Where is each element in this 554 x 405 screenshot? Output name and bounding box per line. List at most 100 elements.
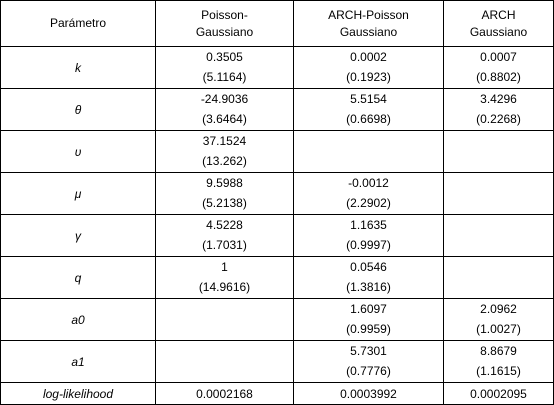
parameter-label: q <box>74 270 82 285</box>
value-cell: 0.0002 (0.1923) <box>293 46 444 89</box>
value-cell: 0.0007 (0.8802) <box>443 46 554 89</box>
parameter-label: θ <box>74 102 82 117</box>
value-cell <box>443 214 554 257</box>
header-row: Parámetro Poisson- Gaussiano ARCH-Poisson Ga… <box>0 0 554 47</box>
header-text: ARCH-Poisson <box>328 7 409 22</box>
estimate: 0.0002168 <box>196 386 253 401</box>
parameter-cell: γ <box>0 214 156 257</box>
estimate: 3.4296 <box>480 92 517 106</box>
std-error: (0.8802) <box>476 70 521 84</box>
estimate: 9.5988 <box>206 176 243 190</box>
parameter-cell: υ <box>0 130 156 173</box>
value-cell: 0.0546 (1.3816) <box>293 256 444 299</box>
row: a0 1.6097 (0.9959) 2.0962 (1.0027) <box>0 298 554 341</box>
value-cell: 5.7301 (0.7776) <box>293 340 444 383</box>
value-cell: 4.5228 (1.7031) <box>155 214 294 257</box>
value-cell: 0.3505 (5.1164) <box>155 46 294 89</box>
header-text: Poisson- <box>201 7 248 22</box>
value-cell: 1.1635 (0.9997) <box>293 214 444 257</box>
std-error: (0.7776) <box>346 364 391 378</box>
value-cell <box>443 256 554 299</box>
parameter-cell: μ <box>0 172 156 215</box>
std-error: (1.3816) <box>346 280 391 294</box>
row: υ 37.1524 (13.262) <box>0 130 554 173</box>
header-cell: Parámetro <box>0 0 156 47</box>
parameter-label: υ <box>74 144 82 159</box>
parameter-cell: q <box>0 256 156 299</box>
row: θ -24.9036 (3.6464) 5.5154 (0.6698) 3.4296 (0.… <box>0 88 554 131</box>
estimate: 1.1635 <box>350 218 387 232</box>
std-error: (14.9616) <box>198 280 251 294</box>
estimate: 0.0546 <box>350 260 387 274</box>
std-error: (5.2138) <box>202 196 247 210</box>
value-cell: 8.8679 (1.1615) <box>443 340 554 383</box>
value-cell <box>293 130 444 173</box>
value-cell: -0.0012 (2.2902) <box>293 172 444 215</box>
value-cell: 0.0002168 <box>155 382 294 405</box>
parameter-cell: k <box>0 46 156 89</box>
row: μ 9.5988 (5.2138) -0.0012 (2.2902) <box>0 172 554 215</box>
parameter-cell: a0 <box>0 298 156 341</box>
value-cell: 1 (14.9616) <box>155 256 294 299</box>
std-error: (0.9959) <box>346 322 391 336</box>
value-cell: 5.5154 (0.6698) <box>293 88 444 131</box>
parameter-cell: θ <box>0 88 156 131</box>
estimate: 1 <box>221 260 228 274</box>
estimate: -0.0012 <box>348 176 389 190</box>
std-error: (3.6464) <box>202 112 247 126</box>
value-cell: 37.1524 (13.262) <box>155 130 294 173</box>
parameter-cell: log-likelihood <box>0 382 156 405</box>
estimate: 1.6097 <box>350 302 387 316</box>
header-text: Parámetro <box>49 16 107 30</box>
value-cell <box>443 130 554 173</box>
header-cell: ARCH-Poisson Gaussiano <box>293 0 444 47</box>
row: q 1 (14.9616) 0.0546 (1.3816) <box>0 256 554 299</box>
std-error: (13.262) <box>202 154 247 168</box>
header-text: Gaussiano <box>469 24 528 39</box>
value-cell: 0.0002095 <box>443 382 554 405</box>
value-cell <box>155 340 294 383</box>
row: γ 4.5228 (1.7031) 1.1635 (0.9997) <box>0 214 554 257</box>
parameter-label: k <box>75 60 81 75</box>
std-error: (2.2902) <box>346 196 391 210</box>
estimate: 2.0962 <box>480 302 517 316</box>
parameter-label: a0 <box>71 312 85 327</box>
header-cell: ARCH Gaussiano <box>443 0 554 47</box>
parameter-label: γ <box>75 228 81 243</box>
std-error: (0.6698) <box>346 112 391 126</box>
value-cell: 3.4296 (0.2268) <box>443 88 554 131</box>
std-error: (1.1615) <box>476 364 521 378</box>
std-error: (0.1923) <box>346 70 391 84</box>
row: log-likelihood 0.0002168 0.0003992 0.000209… <box>0 382 554 405</box>
std-error: (1.7031) <box>202 238 247 252</box>
parameter-cell: a1 <box>0 340 156 383</box>
parameter-label: a1 <box>71 354 85 369</box>
parameter-label: μ <box>74 186 82 201</box>
value-cell: 9.5988 (5.2138) <box>155 172 294 215</box>
row: a1 5.7301 (0.7776) 8.8679 (1.1615) <box>0 340 554 383</box>
header-text: Gaussiano <box>195 24 254 39</box>
header-text: ARCH <box>481 7 516 22</box>
value-cell <box>155 298 294 341</box>
estimate: 0.0002 <box>350 50 387 64</box>
estimate: 5.5154 <box>350 92 387 106</box>
value-cell: -24.9036 (3.6464) <box>155 88 294 131</box>
estimate: 0.0003992 <box>340 386 397 401</box>
value-cell: 2.0962 (1.0027) <box>443 298 554 341</box>
value-cell: 1.6097 (0.9959) <box>293 298 444 341</box>
estimate: 4.5228 <box>206 218 243 232</box>
estimate: 0.0007 <box>480 50 517 64</box>
estimate: -24.9036 <box>200 92 249 106</box>
std-error: (0.9997) <box>346 238 391 252</box>
estimate: 8.8679 <box>480 344 517 358</box>
estimate: 5.7301 <box>350 344 387 358</box>
std-error: (5.1164) <box>202 70 247 84</box>
header-cell: Poisson- Gaussiano <box>155 0 294 47</box>
header-text: Gaussiano <box>339 24 398 39</box>
value-cell <box>443 172 554 215</box>
estimate: 0.3505 <box>206 50 243 64</box>
estimate: 0.0002095 <box>470 386 527 401</box>
value-cell: 0.0003992 <box>293 382 444 405</box>
